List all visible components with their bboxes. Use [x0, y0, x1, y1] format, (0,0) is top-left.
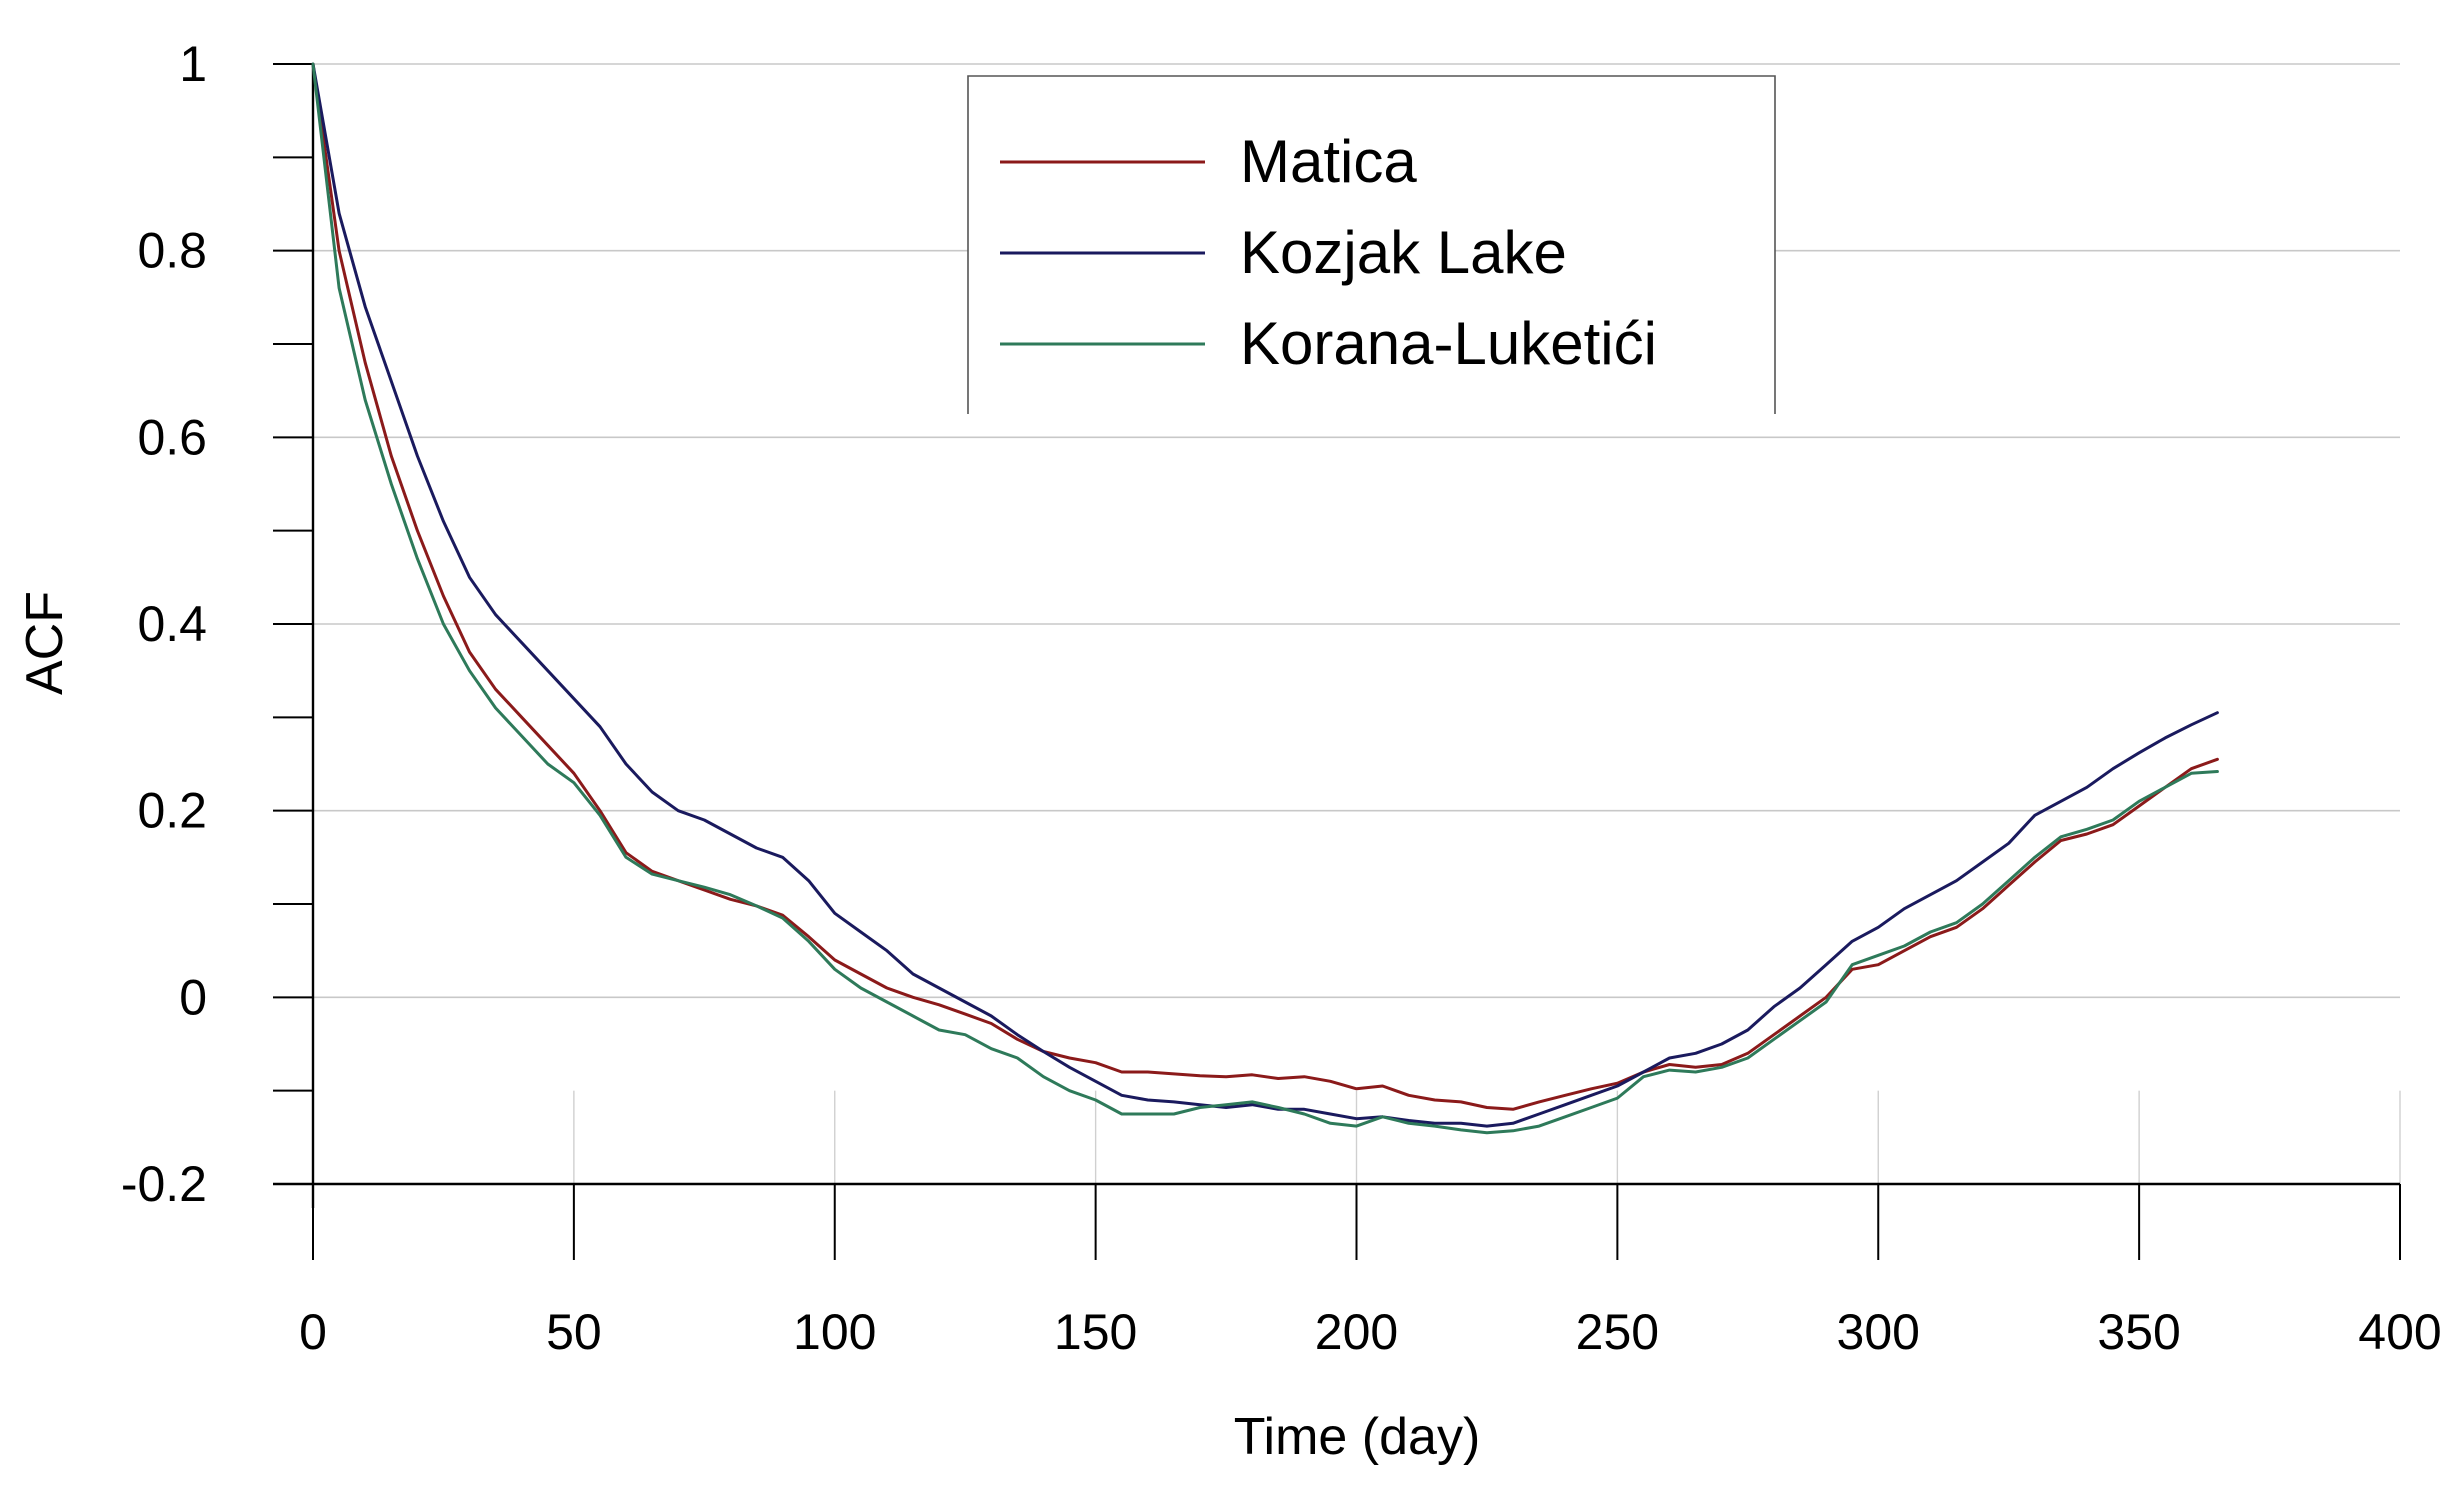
legend: Matica Kozjak Lake Korana-Luketići: [967, 75, 1776, 414]
y-tick-label: 0.8: [137, 223, 207, 279]
x-axis-title: Time (day): [1234, 1408, 1481, 1466]
x-tick-label: 300: [1837, 1304, 1920, 1360]
x-tick-label: 100: [793, 1304, 876, 1360]
x-tick-label: 200: [1315, 1304, 1398, 1360]
y-tick-label: -0.2: [121, 1156, 207, 1212]
y-tick-label: 0: [179, 969, 207, 1025]
y-tick-label: 1: [179, 36, 207, 92]
y-tick-label: 0.2: [137, 783, 207, 839]
axes: -0.2 0 0.2 0.4 0.6 0.8 1 0 50 100 150 200 250 300 350 4…: [121, 36, 2442, 1360]
series-line-matica: [311, 62, 2219, 1111]
x-tick-label: 400: [2358, 1304, 2441, 1360]
series-line-korana-luketi-i: [311, 62, 2219, 1135]
y-tick-label: 0.4: [137, 596, 207, 652]
series-lines: [311, 62, 2219, 1135]
legend-label: Matica: [1240, 128, 1417, 195]
x-tick-label: 150: [1054, 1304, 1137, 1360]
x-tick-label: 350: [2097, 1304, 2180, 1360]
y-tick-label: 0.6: [137, 409, 207, 465]
x-tick-label: 50: [546, 1304, 602, 1360]
legend-label: Korana-Luketići: [1240, 310, 1657, 377]
series-line-kozjak-lake: [311, 62, 2219, 1128]
x-tick-label: 0: [299, 1304, 327, 1360]
legend-label: Kozjak Lake: [1240, 219, 1567, 286]
x-tick-label: 250: [1576, 1304, 1659, 1360]
y-axis-title: ACF: [16, 591, 74, 695]
